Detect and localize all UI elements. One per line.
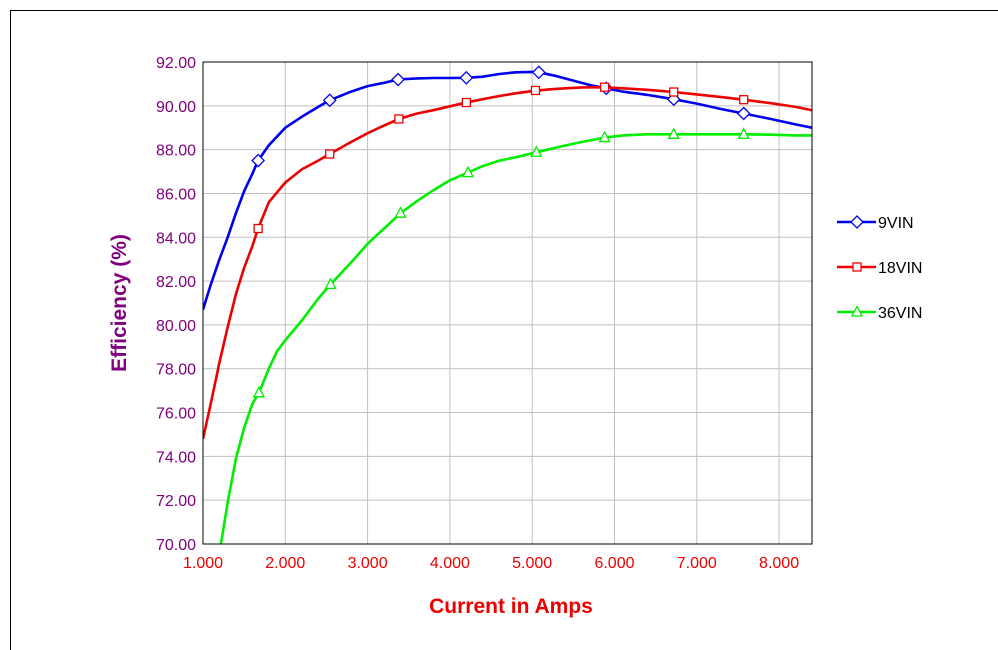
y-tick-label: 76.00 — [156, 406, 196, 423]
y-axis-label: Efficiency (%) — [108, 234, 131, 372]
legend-label: 9VIN — [878, 215, 914, 232]
x-tick-label: 3.000 — [348, 555, 388, 572]
y-tick-label: 88.00 — [156, 143, 196, 160]
y-tick-label: 82.00 — [156, 274, 196, 291]
legend-marker — [853, 263, 861, 271]
x-tick-label: 4.000 — [430, 555, 470, 572]
x-tick-label: 5.000 — [512, 555, 552, 572]
y-tick-label: 70.00 — [156, 537, 196, 554]
x-tick-label: 2.000 — [265, 555, 305, 572]
x-tick-label: 8.000 — [759, 555, 799, 572]
legend: 9VIN 18VIN 36VIN — [837, 215, 922, 322]
y-tick-label: 92.00 — [156, 55, 196, 72]
x-tick-label: 7.000 — [677, 555, 717, 572]
legend-label: 36VIN — [878, 305, 922, 322]
x-tick-label: 1.000 — [183, 555, 223, 572]
data-point-18vin — [254, 225, 262, 233]
y-tick-label: 90.00 — [156, 99, 196, 116]
efficiency-chart: 70.00 72.00 74.00 76.00 78.00 80.00 82.00 84.00… — [0, 0, 998, 625]
x-tick-label: 6.000 — [594, 555, 634, 572]
legend-item-36vin: 36VIN — [837, 305, 922, 322]
y-tick-label: 84.00 — [156, 230, 196, 247]
plot-area — [203, 62, 812, 553]
data-point-18vin — [326, 150, 334, 158]
y-axis-tick-labels: 70.00 72.00 74.00 76.00 78.00 80.00 82.00 84.00… — [156, 55, 196, 554]
x-axis-label: Current in Amps — [429, 595, 593, 618]
data-point-18vin — [395, 115, 403, 123]
y-tick-label: 86.00 — [156, 186, 196, 203]
data-point-18vin — [670, 88, 678, 96]
y-tick-label: 80.00 — [156, 318, 196, 335]
x-axis-tick-labels: 1.000 2.000 3.000 4.000 5.000 6.000 7.000 8.000 — [183, 555, 799, 572]
y-tick-label: 78.00 — [156, 362, 196, 379]
data-point-18vin — [601, 83, 609, 91]
legend-item-18vin: 18VIN — [837, 260, 922, 277]
legend-label: 18VIN — [878, 260, 922, 277]
legend-marker — [851, 216, 863, 228]
data-point-18vin — [531, 86, 539, 94]
data-point-18vin — [462, 99, 470, 107]
y-tick-label: 74.00 — [156, 449, 196, 466]
data-point-18vin — [740, 96, 748, 104]
legend-item-9vin: 9VIN — [837, 215, 914, 232]
y-tick-label: 72.00 — [156, 493, 196, 510]
